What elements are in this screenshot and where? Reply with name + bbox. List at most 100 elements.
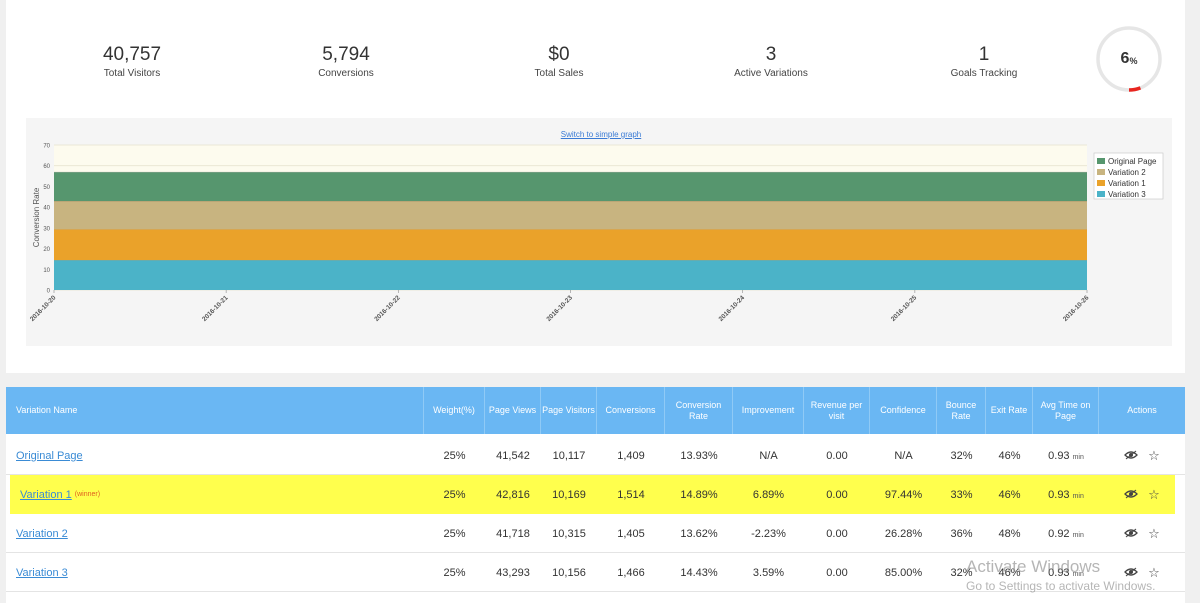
- legend-swatch: [1097, 169, 1105, 175]
- th-weight[interactable]: Weight(%): [424, 387, 485, 434]
- cell-confidence: N/A: [894, 449, 913, 462]
- stat-label: Total Visitors: [103, 68, 161, 79]
- cell-exit: 48%: [998, 527, 1021, 540]
- th-revenue[interactable]: Revenue per visit: [804, 387, 870, 434]
- th-page-visitors[interactable]: Page Visitors: [541, 387, 597, 434]
- x-tick-label: 2016-10-24: [718, 294, 747, 323]
- variation-link[interactable]: Variation 3: [16, 566, 68, 579]
- variation-link[interactable]: Variation 1: [20, 488, 72, 501]
- th-variation-name[interactable]: Variation Name: [6, 387, 424, 434]
- cell-variation-name: Variation 1 (winner): [10, 475, 428, 514]
- variation-link[interactable]: Original Page: [16, 449, 83, 462]
- cell-views: 43,293: [496, 566, 530, 579]
- cell-views: 42,816: [496, 488, 530, 501]
- cell-revenue: 0.00: [826, 488, 848, 501]
- cell-bounce: 32%: [950, 566, 973, 579]
- cell-actions: ☆: [1099, 553, 1185, 592]
- y-tick-label: 50: [43, 185, 50, 191]
- legend-swatch: [1097, 191, 1105, 197]
- cell-visitors: 10,315: [552, 527, 586, 540]
- th-avg-time[interactable]: Avg Time on Page: [1033, 387, 1099, 434]
- cell-rate: 13.62%: [680, 527, 718, 540]
- legend-label: Variation 1: [1108, 179, 1146, 188]
- star-icon[interactable]: ☆: [1148, 447, 1160, 463]
- cell-variation-name: Original Page: [6, 436, 424, 475]
- th-exit-rate[interactable]: Exit Rate: [986, 387, 1033, 434]
- cell-avg-time: 0.93 min: [1033, 475, 1099, 514]
- stats-row: 40,757 Total Visitors 5,794 Conversions …: [6, 0, 1185, 110]
- y-tick-label: 60: [43, 164, 50, 170]
- cell-views: 41,542: [496, 449, 530, 462]
- cell-exit: 46%: [998, 488, 1021, 501]
- eye-icon[interactable]: [1124, 487, 1139, 502]
- avg-time-unit: min: [1072, 453, 1084, 461]
- stat-label: Conversions: [318, 68, 374, 79]
- eye-icon[interactable]: [1124, 565, 1139, 580]
- table-row: Variation 3 25% 43,293 10,156 1,466 14.43% 3.…: [6, 553, 1185, 592]
- cell-weight: 25%: [443, 527, 466, 540]
- cell-avg-time: 0.92 min: [1033, 514, 1099, 553]
- star-icon[interactable]: ☆: [1148, 525, 1160, 541]
- stat-total-sales: $0 Total Sales: [469, 44, 649, 79]
- y-tick-label: 10: [43, 268, 50, 274]
- th-actions: Actions: [1127, 405, 1157, 415]
- gauge-value: 6%: [1094, 24, 1164, 94]
- eye-icon[interactable]: [1124, 526, 1139, 541]
- cell-visitors: 10,156: [552, 566, 586, 579]
- cell-rate: 14.89%: [680, 488, 718, 501]
- stat-active-variations: 3 Active Variations: [681, 44, 861, 79]
- star-icon[interactable]: ☆: [1148, 486, 1160, 502]
- cell-improvement: 3.59%: [752, 566, 785, 579]
- y-axis-label: Conversion Rate: [32, 187, 41, 247]
- cell-confidence: 97.44%: [884, 488, 923, 501]
- th-bounce-rate[interactable]: Bounce Rate: [937, 387, 986, 434]
- area-series-variation-3: [54, 260, 1087, 290]
- cell-actions: ☆: [1099, 514, 1185, 553]
- avg-time-value: 0.93: [1048, 449, 1070, 462]
- table-header: Variation Name Weight(%) Page Views Page…: [6, 387, 1185, 434]
- table-row: Original Page 25% 41,542 10,117 1,409 13.93%…: [6, 436, 1185, 475]
- avg-time-value: 0.93: [1048, 566, 1070, 579]
- variation-link[interactable]: Variation 2: [16, 527, 68, 540]
- cell-variation-name: Variation 2: [6, 514, 424, 553]
- x-tick-label: 2016-10-22: [373, 294, 402, 323]
- x-tick-label: 2016-10-21: [201, 294, 230, 323]
- eye-icon[interactable]: [1124, 448, 1139, 463]
- x-tick-label: 2016-10-26: [1062, 294, 1091, 323]
- cell-revenue: 0.00: [826, 566, 848, 579]
- stat-total-visitors: 40,757 Total Visitors: [42, 44, 222, 79]
- th-confidence[interactable]: Confidence: [870, 387, 937, 434]
- stat-value: 3: [765, 44, 777, 65]
- star-icon[interactable]: ☆: [1148, 564, 1160, 580]
- cell-improvement: N/A: [759, 449, 778, 462]
- cell-weight: 25%: [443, 449, 466, 462]
- cell-weight: 25%: [443, 566, 466, 579]
- stat-value: 1: [978, 44, 990, 65]
- legend-swatch: [1097, 158, 1105, 164]
- legend-label: Variation 2: [1108, 168, 1146, 177]
- cell-improvement: 6.89%: [752, 488, 785, 501]
- th-improvement[interactable]: Improvement: [733, 387, 804, 434]
- avg-time-value: 0.92: [1048, 527, 1070, 540]
- y-tick-label: 70: [43, 144, 50, 150]
- conversion-gauge: 6%: [1094, 24, 1164, 94]
- gauge-number: 6: [1120, 50, 1130, 67]
- cell-confidence: 26.28%: [884, 527, 923, 540]
- avg-time-unit: min: [1072, 492, 1084, 500]
- th-conversions[interactable]: Conversions: [597, 387, 665, 434]
- x-tick-label: 2016-10-25: [890, 294, 919, 323]
- cell-bounce: 32%: [950, 449, 973, 462]
- cell-visitors: 10,169: [552, 488, 586, 501]
- avg-time-unit: min: [1072, 531, 1084, 539]
- switch-graph-link[interactable]: Switch to simple graph: [560, 130, 642, 139]
- cell-revenue: 0.00: [826, 527, 848, 540]
- th-page-views[interactable]: Page Views: [485, 387, 541, 434]
- stat-label: Total Sales: [534, 68, 584, 79]
- variations-table: Variation Name Weight(%) Page Views Page…: [6, 387, 1185, 603]
- cell-exit: 46%: [998, 566, 1021, 579]
- cell-actions: ☆: [1099, 475, 1185, 514]
- cell-bounce: 33%: [950, 488, 973, 501]
- legend-label: Original Page: [1108, 157, 1157, 166]
- winner-badge: (winner): [74, 491, 101, 498]
- th-conversion-rate[interactable]: Conversion Rate: [665, 387, 733, 434]
